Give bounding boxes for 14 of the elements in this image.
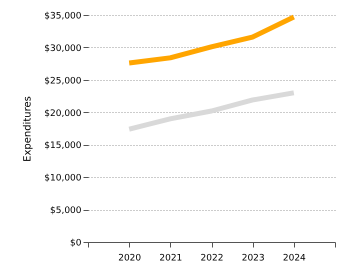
y-tick-label: $25,000 xyxy=(44,76,82,86)
x-tick-label: 2024 xyxy=(282,254,306,264)
y-tick-label: $15,000 xyxy=(44,141,82,152)
y-tick-label: $30,000 xyxy=(44,44,82,54)
x-tick-label: 2020 xyxy=(118,254,142,264)
x-tick-label: 2023 xyxy=(242,254,265,264)
y-tick-label: $10,000 xyxy=(44,174,82,184)
y-tick-label: $35,000 xyxy=(44,12,82,22)
y-axis-title: Expenditures xyxy=(22,96,34,162)
x-tick-label: 2022 xyxy=(200,254,224,264)
y-tick-label: $5,000 xyxy=(50,206,82,216)
y-tick-label: $20,000 xyxy=(44,108,82,119)
x-tick-label: 2021 xyxy=(159,254,182,264)
y-tick-label: $0 xyxy=(70,238,82,248)
